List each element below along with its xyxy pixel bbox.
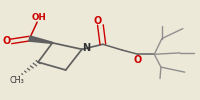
Text: OH: OH — [32, 13, 47, 22]
Text: O: O — [134, 55, 142, 65]
Text: O: O — [3, 36, 11, 46]
Text: O: O — [93, 16, 102, 26]
Text: CH₃: CH₃ — [10, 76, 25, 85]
Polygon shape — [29, 36, 53, 43]
Text: N: N — [82, 43, 90, 53]
